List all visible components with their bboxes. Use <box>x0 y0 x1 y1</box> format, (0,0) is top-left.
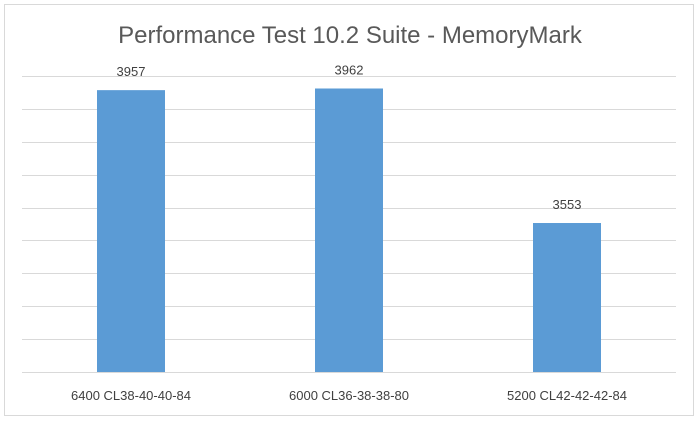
data-label: 3553 <box>553 197 582 212</box>
x-tick-label: 6000 CL36-38-38-80 <box>289 388 409 403</box>
x-tick-label: 6400 CL38-40-40-84 <box>71 388 191 403</box>
bars <box>97 88 601 373</box>
data-labels: 3957 3962 3553 <box>117 62 582 212</box>
bar <box>315 88 383 373</box>
data-label: 3957 <box>117 64 146 79</box>
x-tick-labels: 6400 CL38-40-40-84 6000 CL36-38-38-80 5200… <box>71 388 627 403</box>
bar <box>97 90 165 373</box>
bar <box>533 223 601 372</box>
chart-title: Performance Test 10.2 Suite - MemoryMark <box>118 22 582 49</box>
x-tick-label: 5200 CL42-42-42-84 <box>507 388 627 403</box>
data-label: 3962 <box>335 62 364 77</box>
